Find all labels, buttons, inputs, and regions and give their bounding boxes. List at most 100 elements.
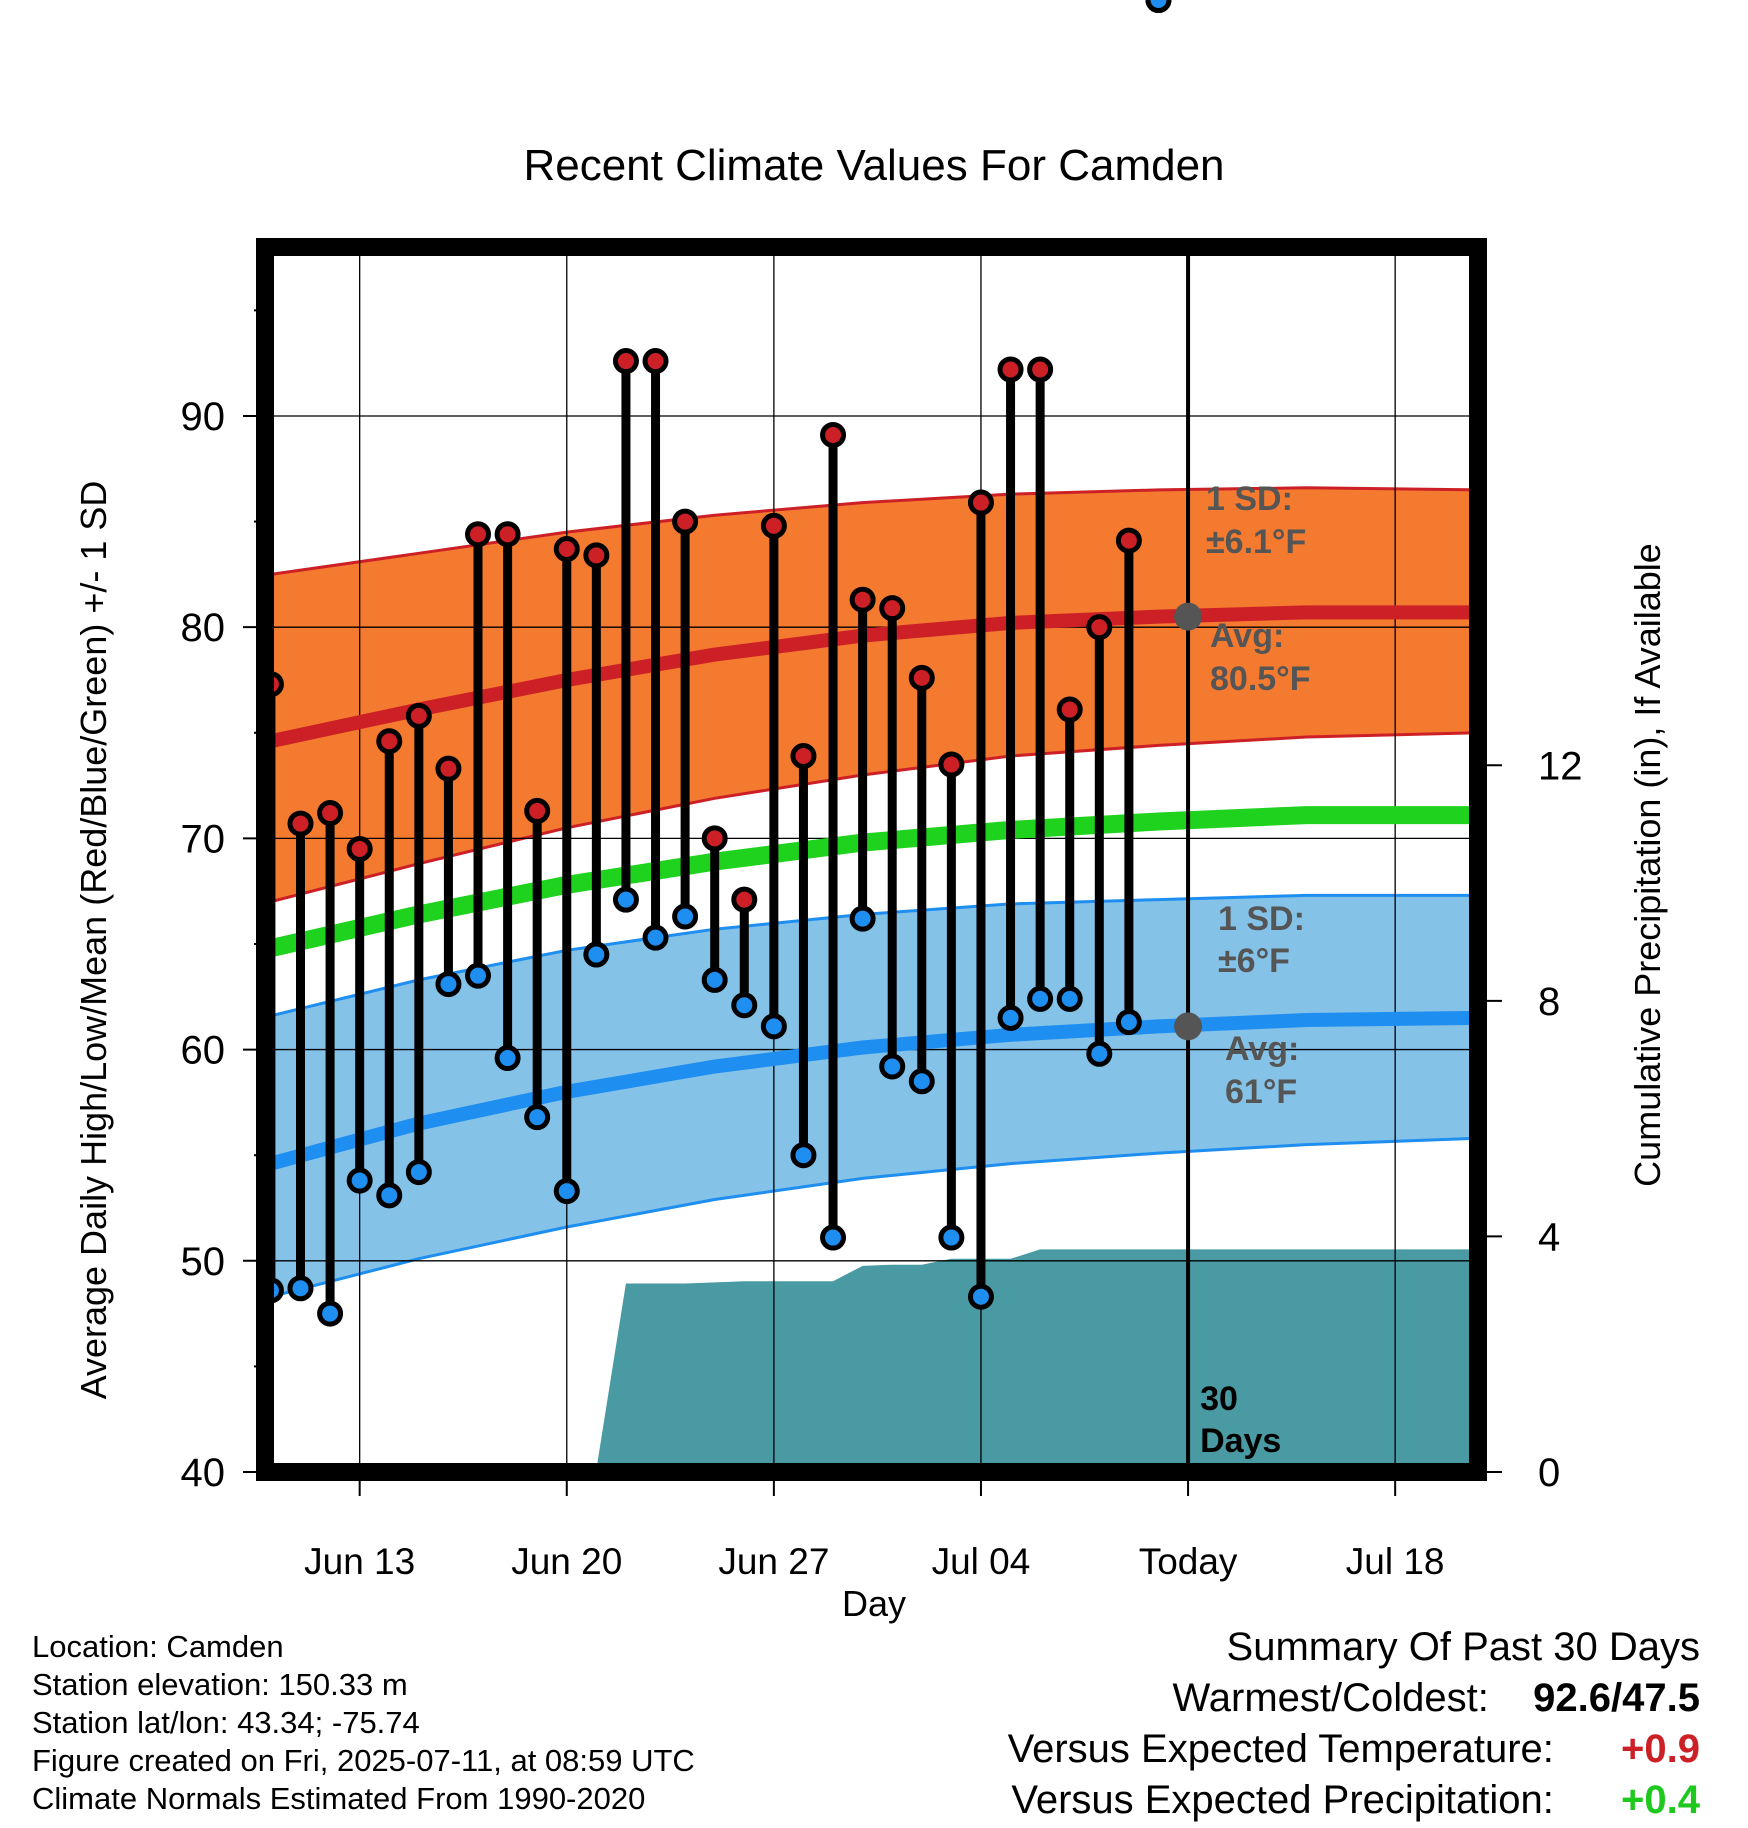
temp-value: +0.9 (1621, 1727, 1700, 1771)
low-point (760, 1013, 787, 1040)
plot-frame (256, 238, 1487, 1481)
high-point (287, 810, 314, 837)
high-point (790, 743, 817, 770)
low-point (435, 971, 462, 998)
created-text: Figure created on Fri, 2025-07-11, at 08… (32, 1743, 695, 1778)
warmest-value: 92.6/47.5 (1533, 1676, 1700, 1720)
high-point (672, 508, 699, 535)
high-point (820, 421, 847, 448)
low-point (612, 886, 639, 913)
low-point (376, 1182, 403, 1209)
x-tick-label: Jun 13 (304, 1541, 415, 1582)
high-point (938, 751, 965, 778)
low-point (405, 1159, 432, 1186)
y-tick-label: 80 (181, 606, 226, 650)
high-avg-label: Avg: (1210, 617, 1284, 655)
high-point (967, 489, 994, 516)
precip-label: Versus Expected Precipitation: (1011, 1778, 1554, 1822)
y-tick-label: 70 (181, 817, 226, 861)
y2-axis-label: Cumulative Precipitation (in), If Availa… (1627, 543, 1668, 1187)
high-sd-band (270, 487, 1478, 902)
low-point (346, 1167, 373, 1194)
low-sd-label: 1 SD: (1218, 900, 1305, 938)
low-point (701, 966, 728, 993)
precip-area (270, 1249, 1478, 1472)
warmest-row: Warmest/Coldest: 92.6/47.5 (1008, 1673, 1701, 1724)
low-point (1027, 985, 1054, 1012)
high-point (849, 586, 876, 613)
high-point (879, 595, 906, 622)
low-lower-edge (270, 1136, 1479, 1299)
high-point (731, 886, 758, 913)
high-point (997, 356, 1024, 383)
y-tick-label: 50 (181, 1240, 226, 1284)
high-point (583, 542, 610, 569)
summary-title: Summary Of Past 30 Days (1226, 1625, 1700, 1669)
low-point (583, 941, 610, 968)
y2-tick-label: 0 (1538, 1451, 1560, 1495)
high-sd-value: ±6.1°F (1206, 523, 1306, 561)
low-point (790, 1142, 817, 1169)
low-point (997, 1004, 1024, 1031)
high-point (405, 702, 432, 729)
high-avg-value: 80.5°F (1210, 660, 1311, 698)
low-point (731, 992, 758, 1019)
station-info: Location: Camden Station elevation: 150.… (32, 1628, 695, 1818)
low-normal-line (269, 1010, 1479, 1171)
low-point (879, 1053, 906, 1080)
low-point (967, 1283, 994, 1310)
high-point (1027, 356, 1054, 383)
today-days-label: 30 (1200, 1380, 1238, 1418)
high-point (1056, 696, 1083, 723)
x-tick-label: Jul 04 (932, 1541, 1031, 1582)
low-point (1145, 0, 1172, 13)
low-point (908, 1068, 935, 1095)
low-point (849, 905, 876, 932)
high-point (612, 348, 639, 375)
y-tick-label: 40 (181, 1451, 226, 1495)
y2-tick-label: 8 (1538, 980, 1560, 1024)
warmest-label: Warmest/Coldest: (1172, 1676, 1489, 1720)
low-point (672, 903, 699, 930)
low-avg-marker (1174, 1012, 1203, 1041)
today-days-label: Days (1200, 1422, 1281, 1460)
y-tick-label: 60 (181, 1029, 226, 1073)
low-point (287, 1275, 314, 1302)
low-point (494, 1045, 521, 1072)
x-axis-label: Day (842, 1583, 906, 1624)
high-point (642, 348, 669, 375)
normals-text: Climate Normals Estimated From 1990-2020 (32, 1781, 646, 1816)
high-point (524, 797, 551, 824)
elevation-text: Station elevation: 150.33 m (32, 1667, 408, 1702)
low-point (524, 1104, 551, 1131)
high-point (760, 512, 787, 539)
location-text: Location: Camden (32, 1629, 284, 1664)
low-avg-label: Avg: (1225, 1030, 1299, 1068)
y2-tick-label: 12 (1538, 744, 1583, 788)
temp-row: Versus Expected Temperature: +0.9 (1008, 1724, 1700, 1775)
high-upper-edge (270, 486, 1479, 576)
low-point (1056, 985, 1083, 1012)
low-point (1086, 1040, 1113, 1067)
y2-tick-label: 4 (1538, 1215, 1560, 1259)
low-point (820, 1224, 847, 1251)
low-avg-value: 61°F (1225, 1073, 1297, 1111)
low-point (317, 1300, 344, 1327)
high-point (435, 755, 462, 782)
precip-row: Versus Expected Precipitation: +0.4 (1008, 1775, 1700, 1826)
high-point (553, 536, 580, 563)
temp-label: Versus Expected Temperature: (1007, 1727, 1554, 1771)
x-tick-label: Jun 27 (718, 1541, 829, 1582)
high-sd-label: 1 SD: (1206, 480, 1293, 518)
x-tick-label: Jun 20 (511, 1541, 622, 1582)
low-point (642, 924, 669, 951)
y-tick-label: 90 (181, 395, 226, 439)
low-point (938, 1224, 965, 1251)
high-point (376, 728, 403, 755)
low-point (553, 1178, 580, 1205)
latlon-text: Station lat/lon: 43.34; -75.74 (32, 1705, 420, 1740)
high-point (494, 521, 521, 548)
high-point (465, 521, 492, 548)
y-axis-label: Average Daily High/Low/Mean (Red/Blue/Gr… (73, 481, 114, 1400)
